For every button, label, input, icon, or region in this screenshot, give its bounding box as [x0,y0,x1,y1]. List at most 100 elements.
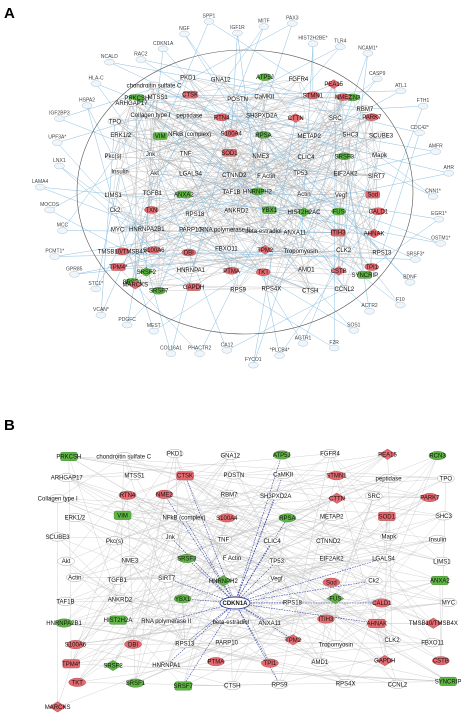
panel-b-edge [232,478,389,686]
panel-a-node-shape [105,191,121,199]
panel-a-node-shape [214,113,229,122]
panel-a-external-edge [154,172,439,220]
panel-b-node-hnrnpa1: HNRNPA1 [152,660,181,670]
panel-b-edge [170,536,382,604]
panel-b-nodes: PRKCSH chondroitin sulfate C PKD1 GNA12 ATP5… [38,448,461,713]
panel-b-node-nme3: NME3 [121,555,139,565]
panel-b-node-peptidase: peptidase [376,474,402,483]
panel-a-node-label: TKT [258,270,270,276]
panel-a-node-vim: VIM [153,132,168,140]
panel-a-node-tkt: TKT [256,268,271,276]
panel-a-node-label: TGFB1 [143,191,163,197]
panel-a-node-label: TAF1B [222,190,240,196]
panel-a-edge [153,85,226,230]
panel-a-edge [271,212,305,289]
panel-a-external-edge [57,142,154,251]
panel-a-external-edge [199,84,334,354]
panel-b-edge [170,517,227,537]
panel-a-node-syncrip: SYNCRIP [351,271,378,279]
panel-a-node-shape [182,130,197,138]
panel-b-node-label: Actin [68,575,81,581]
panel-a-outer-node-mcc: MCC [57,223,69,234]
panel-a-node-fus: FUS [331,207,346,216]
panel-a-outer-node-shape [135,56,147,63]
panel-a-outer-node-ca12: CA12 [221,342,233,354]
panel-a-node-nme2: NME2 [335,93,352,101]
panel-a-node-shape [180,73,196,82]
panel-a-node-hnrnpa2b1: HNRNPA2B1 [129,225,165,233]
panel-a-node-shape [183,225,198,234]
panel-a-node-shape [124,99,139,107]
panel-a-edge [193,155,380,288]
panel-a-node-label: ERK1/2 [110,133,131,139]
panel-b-node-label: RPS4X [336,681,356,687]
panel-b-edge [127,495,136,684]
panel-b-edge [283,474,446,479]
panel-b-edge [183,618,327,687]
panel-b-node-shape [62,659,80,669]
panel-a-edge [189,115,311,291]
panel-a-node-lgals4: LGALS4 [179,169,203,177]
panel-a: A CDKN1A NGF SPP1 IGF1R MITF PAX3 HIST2H2BE* TL… [4,5,454,369]
panel-a-edge [266,135,310,177]
panel-a-node-shape [291,75,306,83]
panel-a-node-cald1: CALD1 [369,207,389,215]
panel-a-node-label: SOD1 [221,151,238,157]
panel-a-outer-node-shape [148,327,159,335]
panel-b-edge [123,456,171,537]
panel-a-node-shape [293,247,308,255]
panel-a-outer-node-sos1: SOS1 [347,322,361,334]
panel-b-edge [166,665,449,682]
panel-b-node-tp53: TP53 [268,556,286,566]
panel-a-outer-node-shape [179,30,190,38]
panel-a-node-srsf2: SRSF2 [137,267,157,277]
panel-a-node-shape [373,131,389,139]
panel-a-node-label: SRC [329,116,342,122]
panel-a-node-tmsb10-tmsb4x: TMSB10/TMSB4X [98,247,147,255]
panel-a-node-label: TPM2 [257,248,274,254]
panel-b-edge [114,453,175,541]
panel-a-external-edge [237,46,341,100]
panel-a-edge [263,271,365,276]
panel-a-edge [231,191,339,233]
panel-b-node-label: RBM7 [221,492,238,498]
panel-b-node-shape [336,679,355,688]
panel-b-edge [129,560,433,643]
panel-a-node-shape [176,190,192,199]
panel-a-edge [131,102,186,154]
panel-a-node-shape [336,93,351,101]
panel-b-node-anxa11: ANXA11 [258,618,282,628]
panel-b-node-label: TPO [440,476,453,482]
panel-b-node-shape [365,576,383,586]
panel-a-external-edge [146,90,402,230]
panel-b-edge [329,453,442,562]
panel-a-edge [237,98,339,233]
panel-a-outer-node-label: NGF [179,26,190,32]
panel-a-outer-node-lama4: LAMA4 [32,179,49,191]
panel-a-edge [303,135,382,195]
panel-a-edge [264,96,336,119]
panel-a-node-label: CTSK [182,93,198,99]
panel-b-node-label: CCNL2 [388,682,408,688]
panel-b-edge [132,495,276,645]
panel-a-node-label: TXN [145,208,157,214]
panel-a-edge [120,134,155,174]
panel-b-node-shape [270,679,289,689]
panel-b-node-shape [222,617,240,627]
panel-a-node-rna-polymerase-ii: RNA polymerase II [200,225,250,234]
panel-a-external-edge [59,165,147,230]
panel-b-node-tropomyosin: Tropomyosin [319,640,353,649]
panel-b-node-label: TPM4* [62,662,81,668]
panel-b-edge [184,475,398,685]
panel-a-external-edge [126,173,155,326]
panel-b-node-label: HNRNPA1 [152,663,181,669]
panel-a-node-amd1: AMD1 [298,265,315,274]
panel-a-outer-node-shape [95,312,107,319]
panel-a-edge [309,108,365,137]
panel-a-node-eif2ak2: EIF2AK2 [333,169,358,177]
panel-b-node-myc: MYC [439,597,458,607]
panel-a-node-mapk: Mapk [372,151,388,159]
panel-a-node-label: SRSF7 [149,289,169,295]
panel-a-node-shape [187,210,203,218]
panel-b-node-label: PEA15 [378,452,397,458]
